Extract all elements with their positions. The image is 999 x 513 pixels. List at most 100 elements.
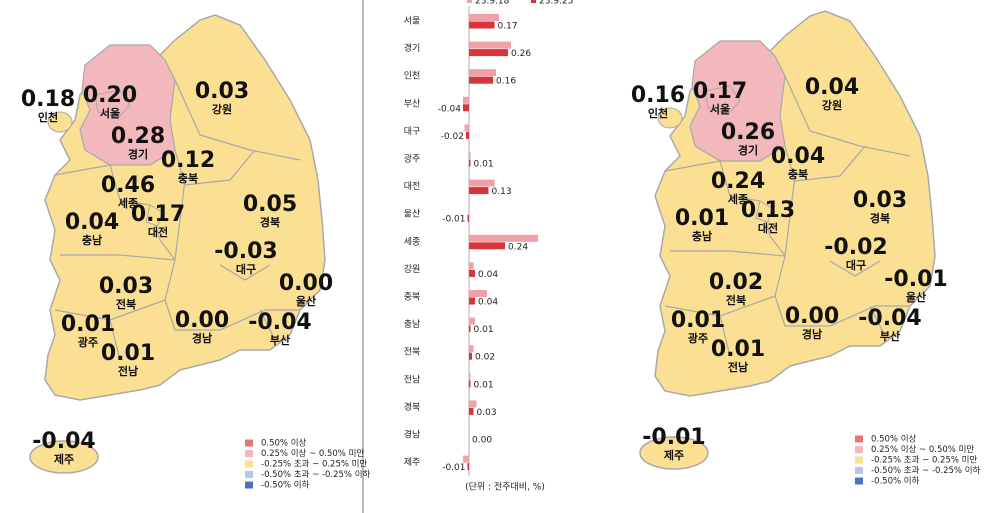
bar-value-label: 0.04 <box>478 298 498 308</box>
region-name: 강원 <box>212 102 232 116</box>
region-name: 경남 <box>192 331 212 345</box>
region-name: 경기 <box>128 147 148 161</box>
region-value: 0.04 <box>65 210 119 235</box>
bar-value-label: 0.01 <box>474 380 494 390</box>
legend-label: 0.25% 이상 ~ 0.50% 미만 <box>261 448 364 459</box>
bar <box>469 152 471 159</box>
region-name: 제주 <box>664 448 684 462</box>
region-value: 0.04 <box>805 75 859 100</box>
region-value: 0.01 <box>61 312 115 337</box>
bar-value-label: 0.01 <box>474 325 494 335</box>
legend-label: 23.9.25 <box>539 0 573 7</box>
bar <box>469 400 477 408</box>
category-label: 경남 <box>404 429 421 441</box>
right-map <box>639 10 936 470</box>
bar <box>469 69 496 77</box>
region-value: 0.01 <box>711 337 765 362</box>
legend-swatch <box>855 467 863 474</box>
category-label: 경북 <box>404 401 421 413</box>
region-value: 0.18 <box>21 87 75 112</box>
legend-label: 0.25% 이상 ~ 0.50% 미만 <box>871 444 974 455</box>
region-name: 대전 <box>758 221 778 235</box>
category-label: 충남 <box>404 319 421 330</box>
legend-swatch <box>855 435 863 443</box>
region-value: 0.03 <box>195 79 249 104</box>
bar <box>469 242 505 250</box>
bar <box>467 214 469 222</box>
bar <box>469 159 471 167</box>
left-map <box>29 14 326 474</box>
bar <box>469 325 471 333</box>
region-name: 세종 <box>118 196 138 210</box>
bar-value-label: 0.24 <box>508 242 528 252</box>
bar <box>467 463 469 471</box>
region-value: 0.24 <box>711 169 765 194</box>
bar-value-label: 0.01 <box>474 160 494 170</box>
legend-label: 23.9.18 <box>475 0 510 7</box>
category-label: 대구 <box>404 126 421 137</box>
bar-value-label: -0.04 <box>438 104 462 114</box>
region-name: 서울 <box>100 106 120 120</box>
bar-value-label: 0.04 <box>478 270 498 280</box>
category-label: 인천 <box>404 71 421 82</box>
region-value: 0.16 <box>631 83 685 108</box>
legend-label: 0.50% 이상 <box>261 438 307 449</box>
category-label: 경기 <box>404 42 421 54</box>
region-value: -0.04 <box>32 429 95 454</box>
bar <box>469 372 471 380</box>
region-name: 경기 <box>738 143 758 157</box>
region-value: 0.01 <box>101 341 155 366</box>
region-name: 전북 <box>726 293 746 307</box>
region-value: 0.46 <box>101 173 155 198</box>
category-label: 부산 <box>404 98 421 109</box>
region-name: 충북 <box>788 167 808 181</box>
region-value: -0.04 <box>248 310 311 335</box>
region-value: 0.17 <box>131 202 185 227</box>
region-value: 0.26 <box>721 120 775 145</box>
content: 0.20서울0.28경기0.18인천-0.04부산-0.03대구0.01광주0.… <box>21 0 981 491</box>
bar <box>469 345 474 353</box>
legend-swatch <box>855 446 863 453</box>
bar-value-label: 0.13 <box>492 187 512 197</box>
bar <box>469 41 511 49</box>
region-value: 0.17 <box>693 79 747 104</box>
legend-label: -0.50% 이하 <box>261 480 310 491</box>
region-name: 세종 <box>728 192 748 206</box>
region-value: -0.03 <box>214 239 277 264</box>
region-name: 부산 <box>270 333 290 347</box>
bar-value-label: 0.26 <box>511 49 531 59</box>
region-name: 대구 <box>236 262 256 276</box>
bar <box>469 290 487 297</box>
category-label: 강원 <box>404 264 421 275</box>
bar-value-label: -0.01 <box>442 215 465 225</box>
bar <box>469 407 474 415</box>
region-name: 충남 <box>692 229 712 243</box>
footnote: (단위 : 전주대비, %) <box>465 482 545 493</box>
bar-value-label: 0.00 <box>472 436 492 446</box>
region-value: 0.13 <box>741 198 795 223</box>
region-value: 0.01 <box>671 308 725 333</box>
region-value: 0.00 <box>279 271 333 296</box>
region-value: -0.01 <box>884 267 947 292</box>
bar <box>469 317 475 325</box>
bar <box>469 14 499 21</box>
category-label: 광주 <box>404 153 421 165</box>
region-value: 0.02 <box>709 270 763 295</box>
region-name: 경남 <box>802 327 822 341</box>
region-name: 충북 <box>178 171 198 185</box>
bar <box>469 262 474 270</box>
bar <box>469 380 471 388</box>
legend-label: -0.25% 초과 ~ 0.25% 미만 <box>871 456 977 466</box>
region-value: 0.03 <box>99 274 153 299</box>
legend-swatch <box>245 481 253 489</box>
legend-label: -0.50% 이하 <box>871 476 920 487</box>
region-value: 0.03 <box>853 188 907 213</box>
bar <box>469 179 495 187</box>
region-value: -0.02 <box>824 235 887 260</box>
category-label: 충북 <box>404 292 421 303</box>
region-name: 광주 <box>78 336 98 349</box>
legend-label: 0.50% 이상 <box>871 434 917 445</box>
region-name: 강원 <box>822 98 842 112</box>
region-value: 0.04 <box>771 144 825 169</box>
